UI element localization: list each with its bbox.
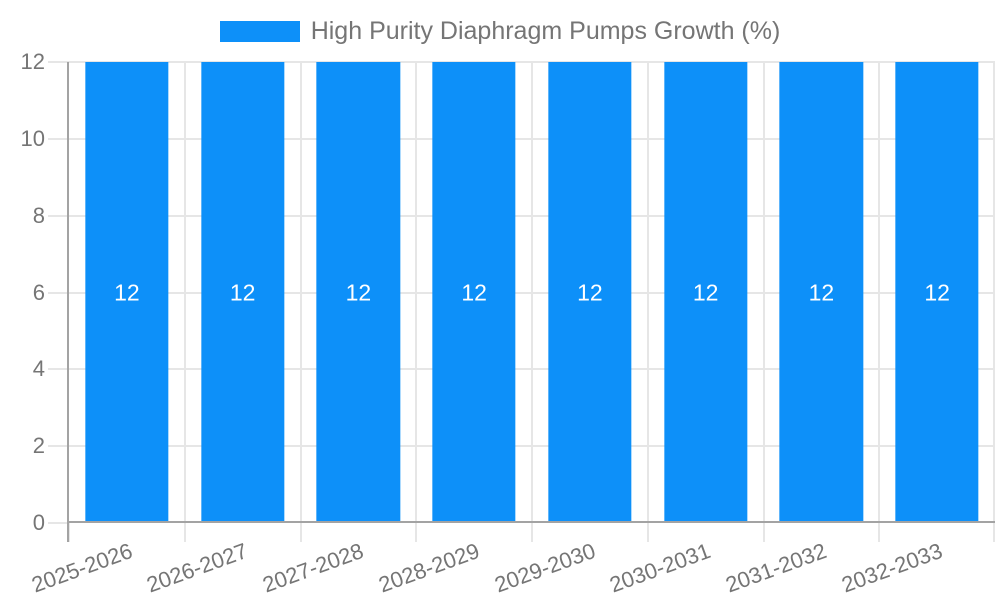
bar[interactable]: 12 (85, 62, 169, 523)
x-axis-tick-label: 2028-2029 (375, 538, 483, 598)
gridline-vertical (183, 62, 186, 523)
bar-value-label: 12 (114, 279, 140, 305)
y-axis-tick (48, 445, 69, 448)
bar-value-label: 12 (924, 279, 950, 305)
bar[interactable]: 12 (779, 62, 864, 523)
bar[interactable]: 12 (663, 62, 748, 523)
x-axis-tick-label: 2027-2028 (259, 538, 367, 598)
bar-value-label: 12 (229, 279, 256, 305)
y-axis-tick-label: 4 (32, 356, 45, 382)
bar-cell: 12 (532, 62, 648, 523)
bar-value-label: 12 (345, 279, 372, 305)
gridline-vertical (299, 62, 302, 523)
y-axis-tick (48, 214, 69, 217)
gridline-vertical (415, 62, 418, 523)
y-axis-tick-label: 2 (32, 433, 45, 459)
x-axis-tick (299, 523, 302, 542)
gridline-vertical (878, 62, 881, 523)
legend-swatch-icon (219, 20, 300, 42)
y-axis-tick (48, 522, 69, 524)
bar-value-label: 12 (692, 279, 719, 305)
y-axis-tick (48, 137, 69, 140)
bar[interactable]: 12 (432, 62, 516, 523)
y-axis-line (67, 62, 69, 542)
x-axis-tick-label: 2026-2027 (143, 538, 252, 598)
x-axis-tick (993, 523, 995, 542)
bar-cell: 12 (301, 62, 417, 523)
y-axis-tick-label: 6 (32, 279, 45, 305)
bar-value-label: 12 (808, 279, 835, 305)
gridlines (69, 61, 995, 523)
x-axis-tick (415, 523, 418, 542)
y-axis-tick (48, 291, 69, 294)
bar[interactable]: 12 (316, 62, 401, 523)
y-axis-tick-label: 12 (20, 49, 45, 74)
bar-cell: 12 (416, 62, 532, 523)
gridline-vertical (646, 62, 649, 523)
bar-cell: 12 (764, 62, 880, 523)
x-axis-tick (183, 523, 186, 542)
x-axis-tick-label: 2031-2032 (722, 538, 830, 598)
x-axis-tick (68, 523, 70, 542)
bar[interactable]: 12 (548, 62, 632, 523)
y-axis: 0 2 4 6 8 10 12 (0, 50, 69, 535)
y-axis-tick-label: 0 (32, 510, 45, 535)
y-axis-tick-label: 8 (32, 202, 45, 228)
bar-cell: 12 (69, 62, 185, 523)
legend-item[interactable]: High Purity Diaphragm Pumps Growth (%) (0, 16, 1000, 46)
x-axis-line (69, 521, 995, 523)
legend-label: High Purity Diaphragm Pumps Growth (%) (310, 17, 781, 45)
bar-cell: 12 (879, 62, 995, 523)
y-axis-tick (48, 368, 69, 371)
y-axis-tick (48, 61, 69, 63)
bar[interactable]: 12 (895, 62, 979, 523)
x-axis-tick (762, 523, 765, 542)
x-axis-tick (531, 523, 533, 542)
x-axis-tick-label: 2030-2031 (606, 538, 715, 598)
x-axis-tick-label: 2025-2026 (28, 538, 136, 598)
bar[interactable]: 12 (200, 62, 285, 523)
gridline-vertical (993, 62, 995, 523)
bar-cell: 12 (648, 62, 764, 523)
bar-cell: 12 (185, 62, 301, 523)
x-axis-tick-label: 2032-2033 (838, 538, 946, 598)
x-axis: 2025-2026 2026-2027 2027-2028 2028-2029 2029… (28, 523, 995, 600)
x-axis-tick (878, 523, 881, 542)
x-axis-tick-label: 2029-2030 (491, 538, 599, 598)
bar-value-label: 12 (461, 279, 487, 305)
y-axis-tick-label: 10 (20, 125, 45, 151)
plot-area: 12 12 12 12 12 12 12 12 (69, 61, 995, 523)
gridline-vertical (531, 62, 533, 523)
gridline-vertical (762, 62, 765, 523)
bar-value-label: 12 (577, 279, 603, 305)
x-axis-tick (646, 523, 649, 542)
bars: 12 12 12 12 12 12 12 12 (69, 62, 995, 523)
